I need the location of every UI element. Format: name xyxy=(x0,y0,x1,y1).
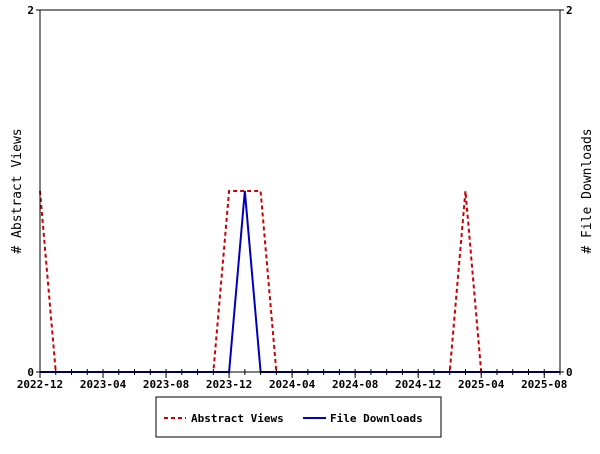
y-axis-left-label: # Abstract Views xyxy=(10,128,25,253)
y-left-tick-label: 2 xyxy=(27,4,34,17)
x-tick-label: 2022-12 xyxy=(17,378,63,391)
y-right-tick-label: 2 xyxy=(566,4,573,17)
series-line-file-downloads xyxy=(40,190,560,373)
y-axis-right-label: # File Downloads xyxy=(580,128,595,253)
x-tick-label: 2023-08 xyxy=(143,378,189,391)
series-layer xyxy=(39,190,560,373)
x-tick-label: 2025-04 xyxy=(458,378,505,391)
x-tick-label: 2024-12 xyxy=(395,378,441,391)
plot-frame xyxy=(39,9,561,373)
x-tick-label: 2023-04 xyxy=(80,378,127,391)
legend-label-abstract-views: Abstract Views xyxy=(191,412,284,425)
legend-label-file-downloads: File Downloads xyxy=(330,412,423,425)
x-tick-label: 2023-12 xyxy=(206,378,252,391)
ticks: 2022-12 2023-04 2023-08 2023-12 2024-04 2024-… xyxy=(17,4,573,391)
y-right-tick-label: 0 xyxy=(566,366,573,379)
x-tick-label: 2024-04 xyxy=(269,378,316,391)
legend-box xyxy=(155,396,442,438)
y-left-tick-label: 0 xyxy=(27,366,34,379)
x-tick-label: 2024-08 xyxy=(332,378,378,391)
legend: Abstract Views File Downloads xyxy=(155,396,442,438)
x-tick-label: 2025-08 xyxy=(521,378,567,391)
series-line-abstract-views xyxy=(39,190,560,373)
